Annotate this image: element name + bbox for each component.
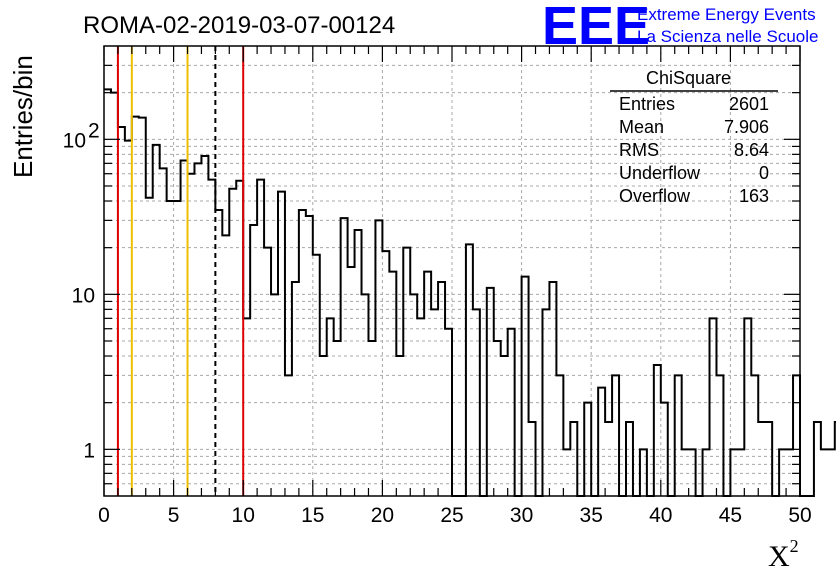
x-tick-label: 25	[440, 504, 463, 527]
y-tick-label-exponent: 2	[88, 119, 100, 142]
x-tick-label: 35	[580, 504, 603, 527]
x-tick-label: 10	[232, 504, 255, 527]
x-axis-label: X2	[768, 536, 799, 572]
logo-line-2: La Scienza nelle Scuole	[637, 27, 818, 46]
eee-logo: EEE Extreme Energy Events La Scienza nel…	[542, 0, 818, 56]
histogram-series	[104, 88, 836, 497]
stats-box: ChiSquare Entries 2601 Mean 7.906 RMS 8.…	[610, 68, 778, 206]
stats-label-entries: Entries	[619, 94, 675, 114]
y-tick-label: 1	[83, 439, 95, 462]
stats-label-rms: RMS	[619, 140, 659, 160]
x-tick-label: 5	[168, 504, 180, 527]
stats-label-underflow: Underflow	[619, 163, 701, 183]
stats-label-mean: Mean	[619, 117, 664, 137]
x-tick-label: 40	[649, 504, 672, 527]
y-axis-label: Entries/bin	[8, 55, 38, 178]
x-tick-label: 30	[510, 504, 533, 527]
x-tick-label: 50	[788, 504, 811, 527]
x-tick-label: 0	[98, 504, 110, 527]
x-tick-label: 20	[371, 504, 394, 527]
x-tick-label: 15	[301, 504, 324, 527]
run-title: ROMA-02-2019-03-07-00124	[83, 12, 395, 39]
stats-title: ChiSquare	[646, 68, 731, 88]
y-tick-label: 10	[63, 129, 86, 152]
stats-value-rms: 8.64	[734, 140, 769, 160]
stats-value-entries: 2601	[729, 94, 769, 114]
x-tick-label: 45	[719, 504, 742, 527]
logo-mark: EEE	[542, 0, 650, 56]
stats-label-overflow: Overflow	[619, 186, 691, 206]
x-axis-label-sup: 2	[790, 536, 799, 556]
stats-value-underflow: 0	[759, 163, 769, 183]
x-axis-label-main: X	[768, 540, 790, 572]
logo-line-1: Extreme Energy Events	[637, 5, 816, 24]
y-tick-label: 10	[72, 284, 95, 307]
stats-value-overflow: 163	[739, 186, 769, 206]
stats-value-mean: 7.906	[724, 117, 769, 137]
